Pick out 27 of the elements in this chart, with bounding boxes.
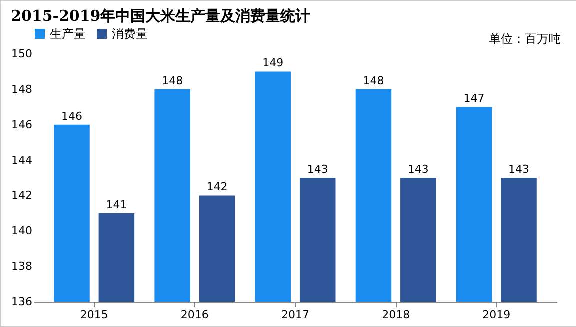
y-tick-label: 138 <box>12 260 32 274</box>
y-tick-label: 140 <box>12 224 32 238</box>
data-label: 148 <box>363 74 384 88</box>
text: 单位：百万吨 <box>489 31 561 48</box>
x-tick-label: 2015 <box>80 308 108 322</box>
x-tick-label: 2019 <box>482 308 511 322</box>
data-label: 143 <box>307 163 328 176</box>
legend-label: 消费量 <box>112 27 148 41</box>
data-label: 147 <box>464 92 485 106</box>
y-tick-label: 150 <box>12 48 32 60</box>
data-label: 146 <box>61 110 82 123</box>
chart-title: 2015-2019年中国大米生产量及消费量统计 <box>11 7 311 25</box>
data-label: 143 <box>408 163 429 176</box>
x-tick-label: 2018 <box>382 308 410 322</box>
data-label: 142 <box>206 180 228 194</box>
y-tick-label: 148 <box>12 82 32 96</box>
data-label: 148 <box>162 74 184 88</box>
data-label: 141 <box>106 198 128 212</box>
x-tick-label: 2017 <box>282 308 310 322</box>
data-label: 143 <box>508 163 530 176</box>
y-tick-label: 136 <box>12 296 32 308</box>
data-label: 149 <box>262 56 284 70</box>
y-tick-label: 146 <box>12 118 32 132</box>
y-tick-label: 142 <box>12 189 32 202</box>
x-tick-label: 2016 <box>180 308 209 322</box>
y-tick-label: 144 <box>12 154 32 167</box>
legend-label: 生产量 <box>50 27 86 41</box>
